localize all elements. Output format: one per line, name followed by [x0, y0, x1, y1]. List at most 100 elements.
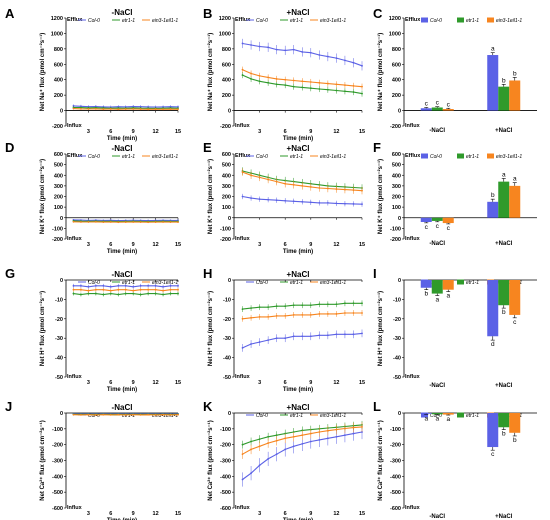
data-point-H [258, 315, 261, 318]
data-point-G [139, 293, 142, 296]
data-point-B [292, 85, 295, 88]
influx-label-I: Influx [405, 374, 421, 380]
data-point-H [361, 332, 363, 335]
data-point-A [147, 105, 150, 108]
y-tick-label-A: 200 [54, 93, 63, 99]
data-point-K [241, 478, 244, 481]
data-point-G [102, 293, 105, 296]
data-point-B [241, 42, 244, 45]
data-point-E [309, 186, 312, 188]
data-point-E [258, 198, 261, 201]
bar-L [420, 413, 432, 414]
data-point-K [352, 426, 355, 429]
significance-letter-C: b [502, 77, 506, 84]
y-tick-label-A: 0 [60, 109, 63, 115]
bar-F [420, 217, 432, 222]
data-point-A [72, 105, 75, 107]
data-point-J [177, 413, 179, 416]
y-tick-label-K: -200 [220, 443, 231, 449]
panel-letter-G: G [5, 266, 15, 281]
y-tick-label-C: 400 [392, 78, 401, 84]
data-point-H [301, 335, 304, 338]
y-tick-label-E: 300 [222, 184, 231, 190]
x-axis-label-H: Time (min) [283, 387, 313, 393]
category-label-I: -NaCl [429, 383, 445, 389]
data-point-G [162, 289, 164, 292]
panel-letter-E: E [203, 140, 212, 155]
legend-label-C: etr1-1 [466, 18, 479, 24]
data-point-K [301, 442, 304, 445]
y-tick-label-G: -50 [55, 375, 63, 381]
data-point-G [117, 293, 120, 296]
data-point-H [326, 334, 329, 337]
y-tick-label-K: 0 [228, 411, 231, 417]
x-tick-label-K: 3 [258, 511, 261, 517]
bar-F [509, 185, 521, 218]
data-point-A [154, 106, 157, 108]
y-tick-label-L: 0 [398, 411, 401, 417]
data-point-B [344, 59, 346, 62]
y-axis-label-G: Net H⁺ flux (pmol cm⁻²s⁻¹) [39, 291, 46, 366]
data-point-A [154, 108, 157, 111]
panel-C: C -200 0 200 400 600 800 1000 1200 Net Na⁺ flux (… [373, 6, 537, 134]
significance-letter-I: a [435, 297, 439, 304]
x-axis-label-D: Time (min) [107, 249, 137, 255]
x-tick-label-B: 9 [309, 129, 312, 135]
significance-letter-F: a [502, 171, 506, 178]
y-axis-label-L: Net Ca²⁺ flux (pmol cm⁻²s⁻¹) [377, 420, 384, 501]
data-point-D [162, 221, 164, 223]
data-point-H [352, 302, 355, 305]
legend-label-F: Col-0 [430, 154, 442, 160]
y-tick-label-G: -20 [55, 317, 63, 323]
data-point-G [132, 289, 135, 292]
data-point-D [132, 221, 135, 223]
x-tick-label-H: 15 [359, 380, 365, 386]
data-point-K [335, 435, 338, 438]
y-tick-label-F: 400 [392, 173, 401, 179]
data-point-B [258, 74, 261, 77]
legend-label-H: ein3-1eil1-1 [320, 280, 346, 286]
x-tick-label-J: 6 [109, 511, 112, 517]
data-point-A [132, 105, 135, 108]
data-point-H [292, 304, 295, 307]
significance-letter-C: c [447, 101, 451, 108]
data-point-E [258, 176, 261, 179]
data-point-G [72, 288, 75, 291]
data-point-A [102, 108, 105, 111]
data-point-K [309, 432, 312, 435]
y-tick-label-B: 200 [222, 93, 231, 99]
data-point-H [258, 306, 261, 309]
efflux-label-A: Efflux [67, 17, 83, 23]
significance-letter-L: a [435, 416, 439, 423]
data-point-K [284, 448, 287, 451]
y-tick-label-D: -200 [52, 237, 63, 243]
y-tick-label-A: 400 [54, 78, 63, 84]
data-point-G [124, 288, 127, 291]
data-point-A [80, 107, 82, 110]
data-point-E [275, 180, 278, 183]
significance-letter-C: b [513, 70, 517, 77]
data-point-K [344, 434, 346, 437]
panel-letter-J: J [5, 399, 12, 414]
data-point-J [102, 413, 105, 416]
panel-B: B +NaCl -200 0 200 400 600 800 1000 1200 Net Na⁺ f… [203, 6, 365, 142]
data-point-B [241, 74, 244, 76]
y-axis-label-B: Net Na⁺ flux (pmol cm⁻²s⁻¹) [207, 33, 214, 112]
x-tick-label-A: 3 [87, 129, 90, 135]
data-point-A [132, 108, 135, 110]
y-tick-label-A: 800 [54, 47, 63, 53]
panel-letter-B: B [203, 6, 212, 21]
y-tick-label-I: -20 [393, 317, 401, 323]
data-point-B [309, 51, 312, 54]
data-point-B [301, 51, 304, 53]
data-point-J [87, 413, 90, 416]
significance-letter-I: b [502, 309, 506, 316]
data-point-H [292, 314, 295, 316]
legend-label-K: Col-0 [256, 413, 268, 419]
bar-L [509, 413, 521, 433]
efflux-label-F: Efflux [405, 153, 421, 159]
data-point-G [132, 292, 135, 295]
x-tick-label-H: 9 [309, 380, 312, 386]
y-axis-label-K: Net Ca²⁺ flux (pmol cm⁻²s⁻¹) [207, 420, 214, 501]
